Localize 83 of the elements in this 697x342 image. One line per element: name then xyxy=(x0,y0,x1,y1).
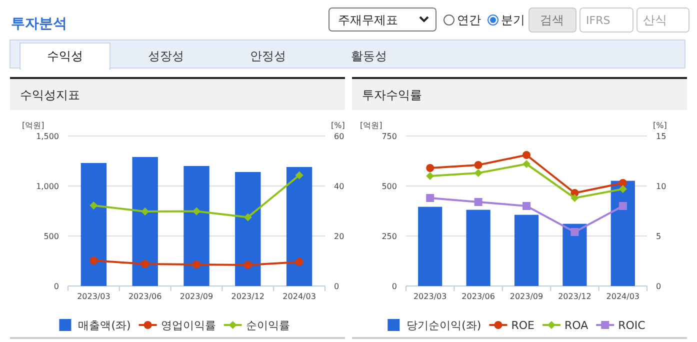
y2-tick-label: 10 xyxy=(656,182,666,191)
y-tick-label: 1,500 xyxy=(36,132,59,141)
y2-tick-label: 20 xyxy=(334,232,344,241)
point xyxy=(618,185,627,193)
point xyxy=(474,161,482,169)
legend-label: ROE xyxy=(511,319,535,332)
y2-tick-label: 40 xyxy=(334,182,344,191)
point xyxy=(570,194,579,202)
point xyxy=(426,172,434,180)
point xyxy=(522,202,530,210)
point xyxy=(295,171,304,180)
x-tick-label: 2023/12 xyxy=(231,292,265,301)
y-tick-label: 500 xyxy=(44,232,59,241)
y2-tick-label: 0 xyxy=(334,282,340,291)
text: 검색 xyxy=(540,13,564,27)
legend-label: 영업이익률 xyxy=(160,319,216,332)
bar xyxy=(562,224,587,286)
point xyxy=(244,261,252,269)
y-tick-label: 250 xyxy=(382,232,397,241)
text: 산식 xyxy=(643,13,667,27)
legend-label: ROIC xyxy=(618,319,646,332)
point xyxy=(426,164,434,172)
y2-tick-label: 60 xyxy=(334,132,344,141)
legend-label: ROA xyxy=(564,319,589,332)
point xyxy=(618,179,627,187)
x-tick-label: 2024/03 xyxy=(282,292,316,301)
bar xyxy=(286,167,312,286)
point xyxy=(192,207,200,216)
x-tick-label: 2023/03 xyxy=(77,292,110,301)
x-tick-label: 2023/09 xyxy=(510,292,544,301)
point xyxy=(474,169,482,177)
text: 안정성 xyxy=(250,49,286,63)
point xyxy=(522,151,530,159)
y2-axis-title: [%] xyxy=(653,121,667,130)
legend-label: 순이익률 xyxy=(246,319,290,332)
bar xyxy=(610,180,635,286)
text: 수익성 xyxy=(47,49,83,63)
bar xyxy=(514,214,539,286)
text: 성장성 xyxy=(148,49,184,63)
y-tick-label: 750 xyxy=(382,132,397,141)
text: 연간 xyxy=(457,13,481,27)
y-tick-label: 0 xyxy=(54,282,59,291)
y-axis-title: [억원] xyxy=(360,121,382,130)
bar xyxy=(418,206,442,286)
x-tick-label: 2023/12 xyxy=(558,292,592,301)
point xyxy=(295,258,304,266)
point xyxy=(192,260,200,268)
point xyxy=(141,260,150,268)
text: IFRS xyxy=(586,14,610,27)
y-tick-label: 1,000 xyxy=(36,182,59,191)
bar xyxy=(80,163,107,286)
text: 투자분석 xyxy=(11,16,67,32)
x-tick-label: 2024/03 xyxy=(606,292,640,301)
point xyxy=(90,256,98,264)
point xyxy=(244,213,252,222)
x-tick-label: 2023/03 xyxy=(413,292,447,301)
y2-tick-label: 15 xyxy=(656,132,666,141)
bar xyxy=(184,166,210,286)
bar xyxy=(132,157,158,286)
chart-title: 수익성지표 xyxy=(20,88,80,102)
legend-label: 매출액(좌) xyxy=(78,319,131,332)
legend-label: 당기순이익(좌) xyxy=(406,319,482,332)
y-tick-label: 500 xyxy=(382,182,397,191)
text: 분기 xyxy=(501,13,525,27)
bar xyxy=(235,172,261,286)
text: 주재무제표 xyxy=(338,13,398,27)
x-tick-label: 2023/09 xyxy=(180,292,214,301)
point xyxy=(618,202,627,210)
point xyxy=(474,198,482,206)
point xyxy=(90,202,98,210)
y2-tick-label: 0 xyxy=(656,282,662,291)
y2-axis-title: [%] xyxy=(331,121,345,130)
point xyxy=(570,228,579,236)
x-tick-label: 2023/06 xyxy=(462,292,495,301)
x-tick-label: 2023/06 xyxy=(128,292,162,301)
bar xyxy=(466,210,490,286)
point xyxy=(426,194,434,202)
y-tick-label: 0 xyxy=(392,282,397,291)
text: 활동성 xyxy=(351,49,387,63)
point xyxy=(522,160,530,168)
y-axis-title: [억원] xyxy=(22,121,44,130)
y2-tick-label: 5 xyxy=(656,232,662,241)
chart-title: 투자수익률 xyxy=(362,88,422,102)
